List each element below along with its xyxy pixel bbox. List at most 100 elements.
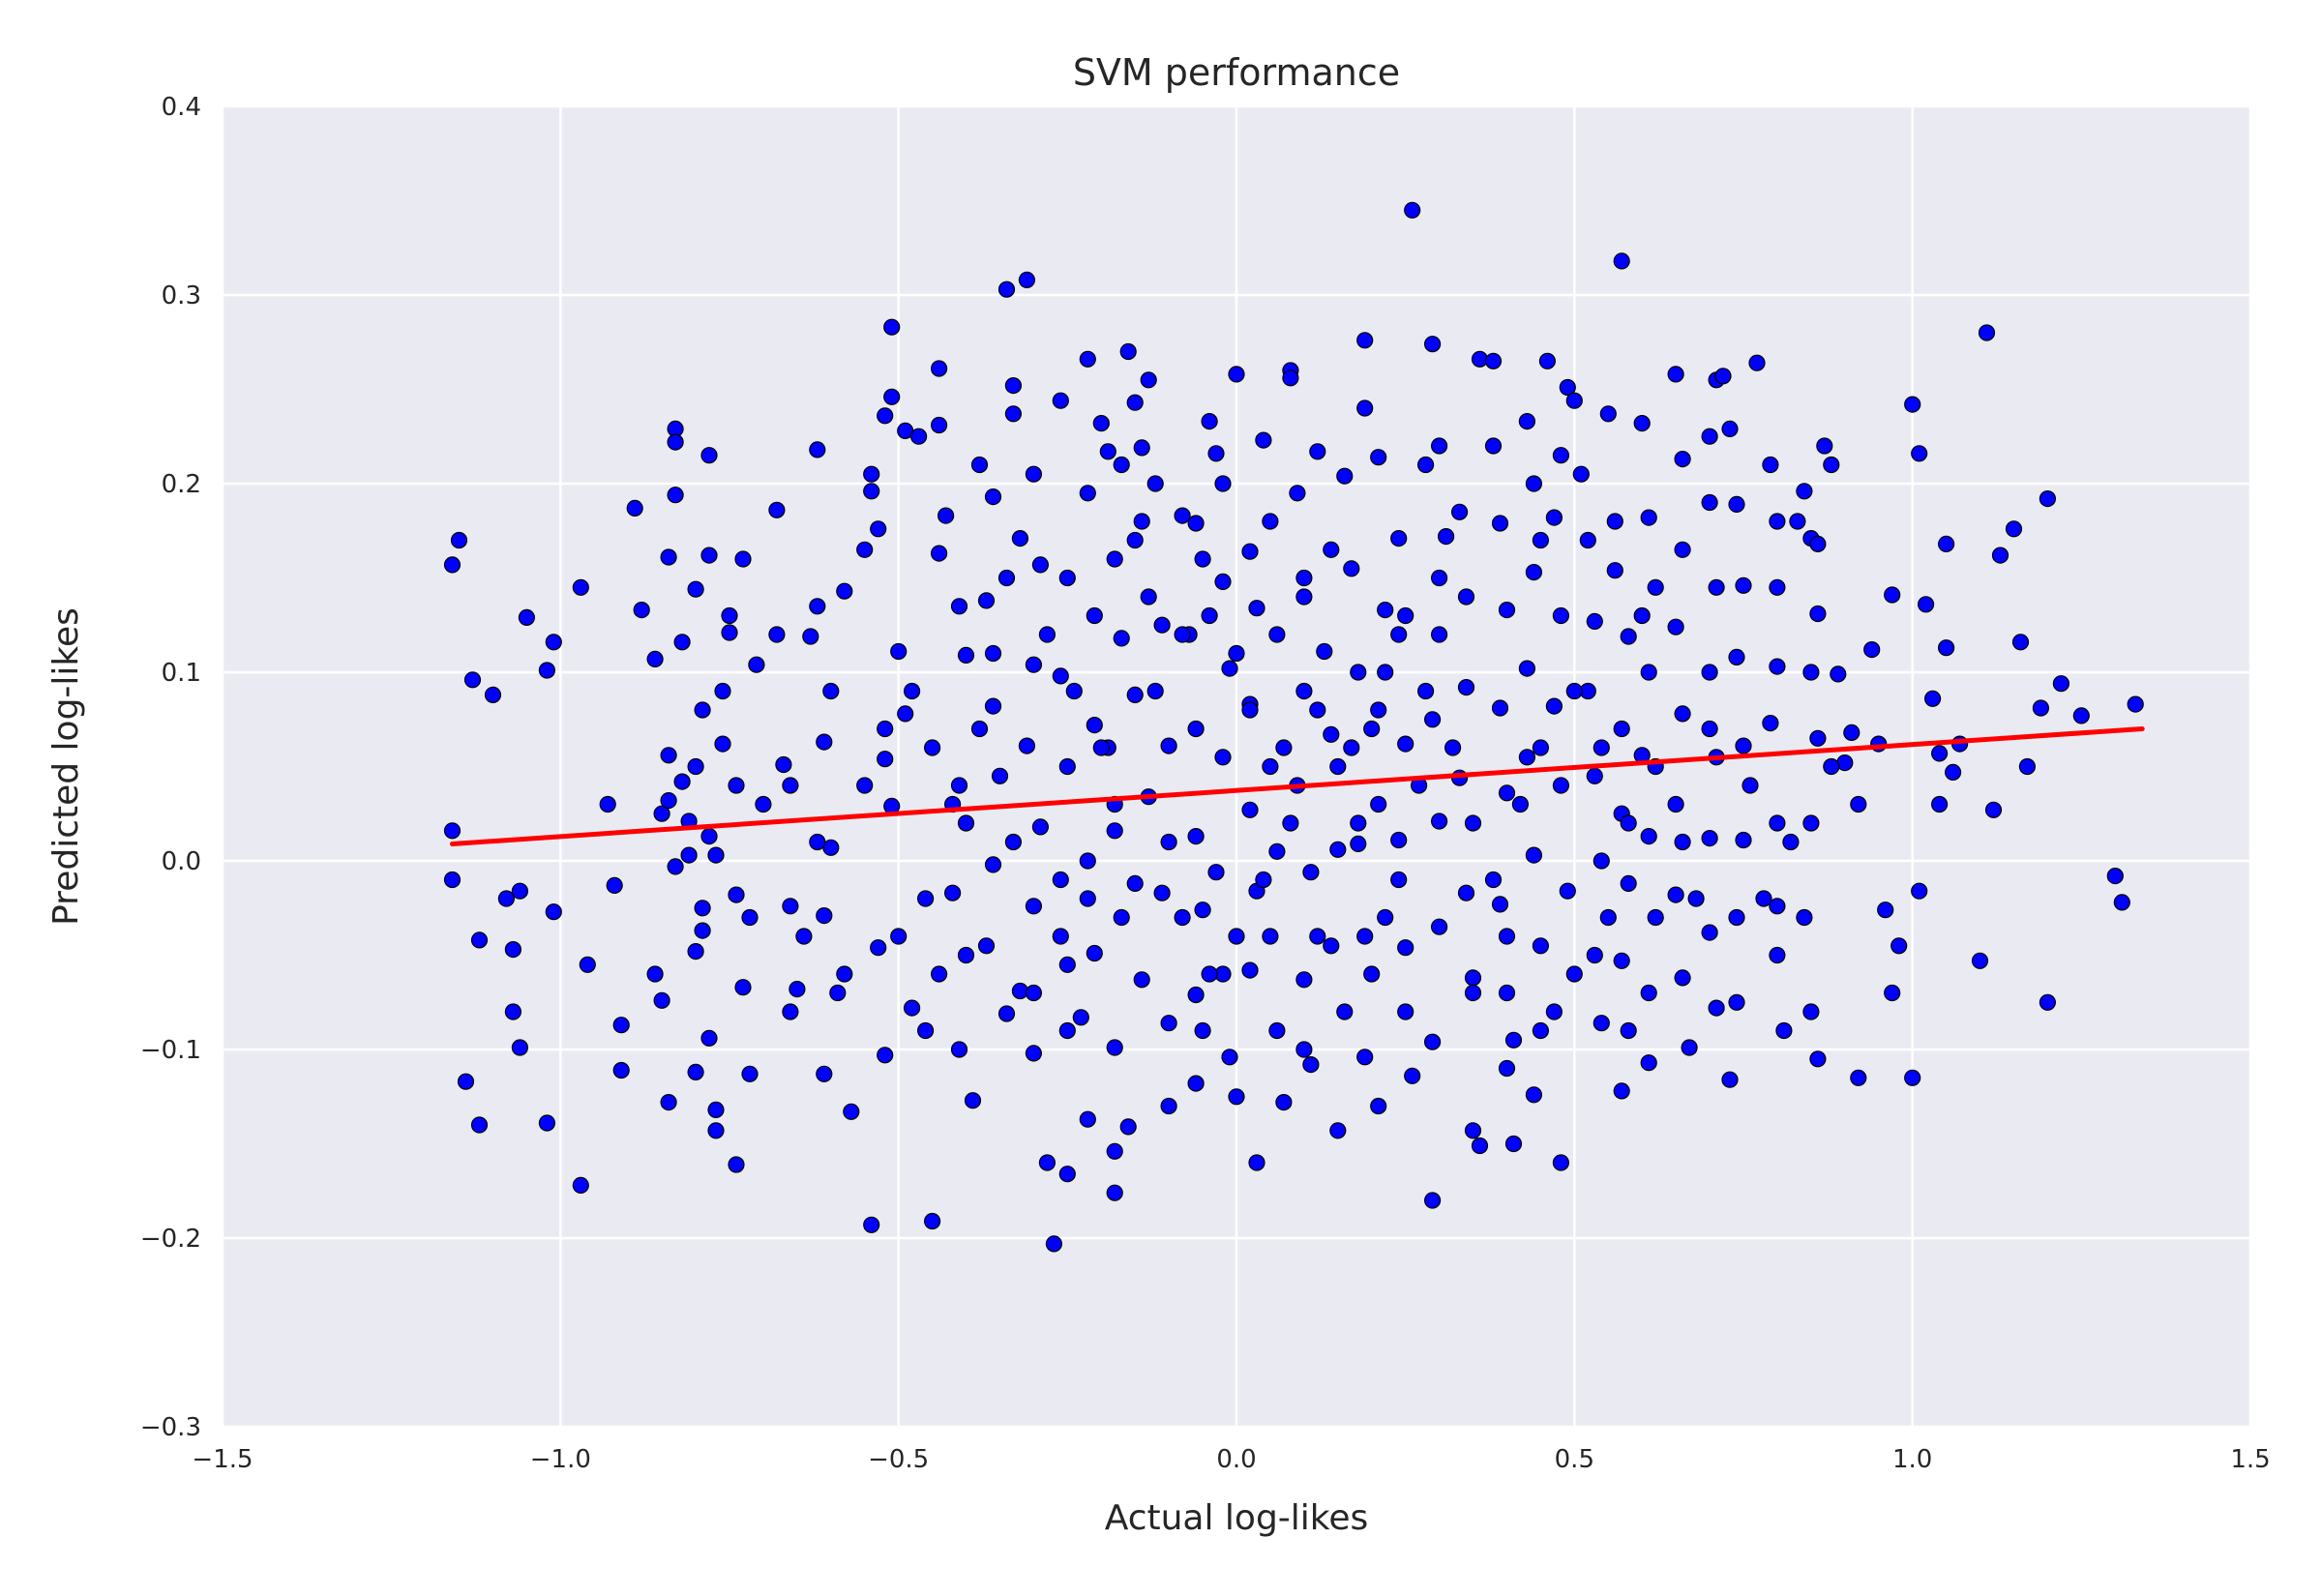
scatter-point	[2011, 634, 2030, 651]
scatter-point	[1735, 831, 1752, 849]
scatter-point	[1464, 1122, 1482, 1139]
scatter-point	[1058, 757, 1076, 776]
scatter-point	[1241, 543, 1259, 560]
scatter-point	[1735, 737, 1752, 754]
scatter-point	[1370, 449, 1387, 466]
scatter-point	[836, 965, 853, 983]
scatter-point	[1809, 729, 1827, 747]
scatter-point	[470, 931, 489, 949]
scatter-point	[1289, 485, 1306, 502]
scatter-point	[897, 705, 914, 723]
scatter-point	[1295, 682, 1313, 700]
scatter-point	[1160, 833, 1177, 851]
scatter-point	[930, 360, 948, 377]
x-axis-ticks: −1.5 −1.0 −0.5 0.0 0.5 1.0 1.5	[192, 1445, 2270, 1474]
scatter-point	[1640, 984, 1657, 1002]
scatter-point	[1228, 366, 1245, 383]
scatter-point	[1802, 814, 1820, 832]
scatter-point	[863, 1216, 880, 1233]
scatter-point	[1086, 716, 1103, 734]
scatter-point	[1593, 852, 1610, 870]
scatter-point	[687, 1063, 704, 1081]
scatter-point	[1701, 924, 1718, 941]
y-tick-label: 0.3	[162, 281, 201, 310]
scatter-point	[1329, 757, 1347, 776]
scatter-point	[1146, 682, 1164, 700]
scatter-point	[950, 598, 968, 615]
scatter-point	[816, 733, 833, 751]
scatter-point	[1126, 394, 1144, 411]
scatter-point	[1052, 928, 1069, 945]
scatter-point	[950, 1041, 968, 1058]
scatter-point	[1045, 1235, 1063, 1253]
scatter-point	[1390, 871, 1408, 889]
scatter-point	[1620, 1021, 1637, 1040]
scatter-point	[1457, 588, 1475, 606]
scatter-point	[883, 388, 901, 405]
scatter-point	[1911, 882, 1928, 900]
scatter-point	[2113, 894, 2130, 911]
scatter-point	[870, 939, 887, 957]
scatter-point	[890, 642, 908, 661]
scatter-point	[1194, 901, 1211, 919]
scatter-point	[1748, 354, 1766, 371]
scatter-point	[1464, 814, 1482, 832]
y-tick-label: −0.2	[140, 1225, 201, 1254]
scatter-point	[1363, 720, 1381, 738]
scatter-point	[782, 777, 799, 794]
scatter-point	[1606, 513, 1623, 530]
scatter-point	[1559, 882, 1576, 900]
scatter-point	[1079, 485, 1096, 502]
scatter-point	[1471, 350, 1489, 368]
x-tick-label: 0.0	[1216, 1445, 1256, 1474]
scatter-point	[1207, 445, 1225, 462]
scatter-point	[1464, 984, 1482, 1002]
scatter-point	[714, 735, 731, 753]
scatter-point	[1991, 547, 2009, 564]
scatter-point	[1248, 1154, 1265, 1171]
scatter-point	[1457, 884, 1475, 901]
scatter-point	[1633, 415, 1651, 432]
scatter-point	[707, 1101, 725, 1119]
scatter-point	[1079, 350, 1096, 368]
scatter-point	[545, 903, 562, 921]
scatter-point	[822, 682, 840, 700]
scatter-point	[1606, 562, 1623, 579]
scatter-point	[1769, 513, 1786, 530]
scatter-point	[1140, 588, 1157, 606]
scatter-point	[1762, 714, 1779, 732]
chart-title: SVM performance	[1073, 51, 1400, 94]
scatter-point	[694, 900, 711, 917]
scatter-point	[1214, 475, 1232, 492]
scatter-point	[714, 682, 731, 700]
scatter-point	[1106, 822, 1123, 840]
scatter-point	[1262, 757, 1279, 776]
scatter-point	[1302, 864, 1320, 881]
scatter-point	[877, 1047, 894, 1064]
scatter-point	[1532, 739, 1550, 756]
scatter-point	[1532, 1021, 1550, 1040]
scatter-point	[1572, 465, 1590, 483]
scatter-point	[1126, 874, 1144, 893]
scatter-point	[997, 281, 1016, 298]
scatter-point	[1370, 1097, 1387, 1115]
scatter-point	[1728, 648, 1745, 666]
scatter-point	[728, 777, 745, 794]
scatter-point	[1769, 946, 1786, 964]
scatter-point	[977, 592, 996, 609]
scatter-point	[1241, 801, 1259, 818]
scatter-point	[1430, 569, 1448, 587]
scatter-point	[1356, 1049, 1374, 1066]
scatter-point	[1025, 898, 1043, 915]
scatter-point	[633, 601, 650, 619]
scatter-point	[863, 465, 880, 483]
scatter-point	[457, 1073, 475, 1090]
scatter-point	[1086, 944, 1103, 962]
scatter-point	[1701, 829, 1718, 847]
scatter-point	[1863, 640, 1881, 659]
scatter-point	[721, 624, 738, 641]
y-tick-label: 0.4	[162, 93, 201, 122]
scatter-point	[470, 1116, 489, 1134]
scatter-point	[1423, 711, 1442, 728]
scatter-point	[1525, 1086, 1543, 1104]
